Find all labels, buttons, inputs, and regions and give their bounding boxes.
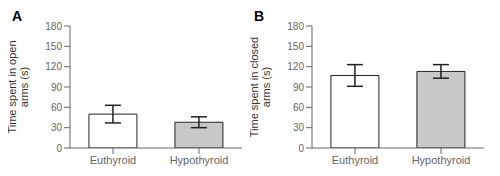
svg-text:Time spent in closedarms (s): Time spent in closedarms (s) (250, 37, 272, 137)
svg-text:180: 180 (287, 21, 304, 32)
svg-text:180: 180 (45, 21, 62, 32)
svg-text:60: 60 (293, 102, 305, 113)
svg-text:150: 150 (45, 41, 62, 52)
svg-text:Euthyroid: Euthyroid (90, 154, 136, 166)
svg-text:150: 150 (287, 41, 304, 52)
svg-text:30: 30 (51, 122, 63, 133)
svg-text:Hypothyroid: Hypothyroid (170, 154, 229, 166)
svg-text:120: 120 (287, 61, 304, 72)
svg-text:0: 0 (298, 143, 304, 154)
svg-text:90: 90 (293, 82, 305, 93)
svg-text:Hypothyroid: Hypothyroid (412, 154, 471, 166)
svg-text:120: 120 (45, 61, 62, 72)
svg-text:60: 60 (51, 102, 63, 113)
svg-text:Euthyroid: Euthyroid (332, 154, 378, 166)
svg-text:Time spent in openarms (s): Time spent in openarms (s) (8, 40, 30, 133)
svg-text:30: 30 (293, 122, 305, 133)
html-text:A: A (12, 8, 23, 24)
svg-text:0: 0 (56, 143, 62, 154)
svg-text:90: 90 (51, 82, 63, 93)
html-text:B: B (254, 8, 265, 24)
